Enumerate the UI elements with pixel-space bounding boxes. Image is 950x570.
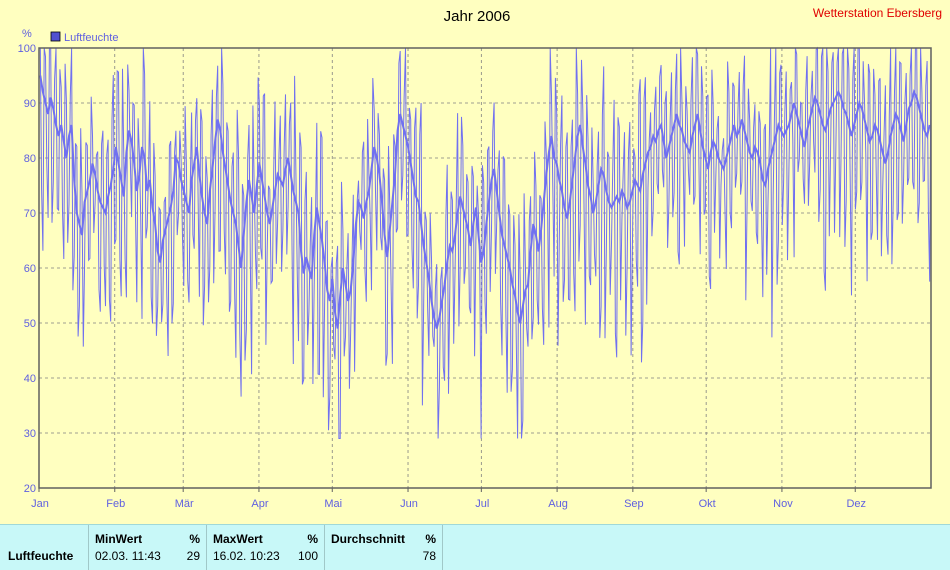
min-column: MinWert % 02.03. 11:43 29 xyxy=(88,525,206,570)
statistics-panel: MinWert % 02.03. 11:43 29 MaxWert % 16.0… xyxy=(0,524,950,570)
humidity-chart: Jahr 2006 Wetterstation Ebersberg % Luft… xyxy=(18,6,942,510)
y-tick-label: 100 xyxy=(18,43,36,55)
x-tick-label: Aug xyxy=(548,498,568,510)
max-time: 16.02. 10:23 xyxy=(213,549,280,563)
x-tick-label: Feb xyxy=(106,498,125,510)
avg-value: 78 xyxy=(422,549,436,563)
y-tick-label: 60 xyxy=(24,263,36,275)
avg-column: Durchschnitt % 78 xyxy=(324,525,443,570)
max-unit: % xyxy=(307,532,318,546)
y-tick-label: 40 xyxy=(24,373,36,385)
y-tick-label: 80 xyxy=(24,153,36,165)
x-tick-label: Mai xyxy=(324,498,342,510)
x-tick-label: Jun xyxy=(400,498,418,510)
humidity-range-line xyxy=(39,46,932,439)
max-value: 100 xyxy=(297,549,318,563)
y-tick-label: 50 xyxy=(24,318,36,330)
legend-swatch xyxy=(50,31,61,42)
plot-frame xyxy=(38,47,932,489)
legend-label: Luftfeuchte xyxy=(64,32,118,44)
x-tick-label: Jul xyxy=(475,498,489,510)
y-tick-label: 20 xyxy=(24,483,36,495)
x-tick-label: Dez xyxy=(846,498,866,510)
min-value: 29 xyxy=(186,549,200,563)
min-unit: % xyxy=(189,532,200,546)
y-unit-label: % xyxy=(22,28,32,40)
max-column: MaxWert % 16.02. 10:23 100 xyxy=(206,525,324,570)
station-label: Wetterstation Ebersberg xyxy=(813,6,942,20)
avg-header: Durchschnitt xyxy=(331,532,406,546)
row-label: Luftfeuchte xyxy=(8,549,74,563)
chart-title: Jahr 2006 xyxy=(444,8,511,25)
max-header: MaxWert xyxy=(213,532,263,546)
x-tick-label: Apr xyxy=(251,498,268,510)
x-tick-label: Mär xyxy=(175,498,194,510)
y-tick-label: 70 xyxy=(24,208,36,220)
x-tick-label: Jan xyxy=(31,498,49,510)
y-tick-label: 90 xyxy=(24,98,36,110)
avg-unit: % xyxy=(425,532,436,546)
min-time: 02.03. 11:43 xyxy=(95,549,161,563)
y-tick-label: 30 xyxy=(24,428,36,440)
x-tick-label: Okt xyxy=(699,498,716,510)
min-header: MinWert xyxy=(95,532,143,546)
x-tick-label: Nov xyxy=(773,498,793,510)
humidity-series-line xyxy=(39,75,931,329)
x-tick-label: Sep xyxy=(624,498,644,510)
